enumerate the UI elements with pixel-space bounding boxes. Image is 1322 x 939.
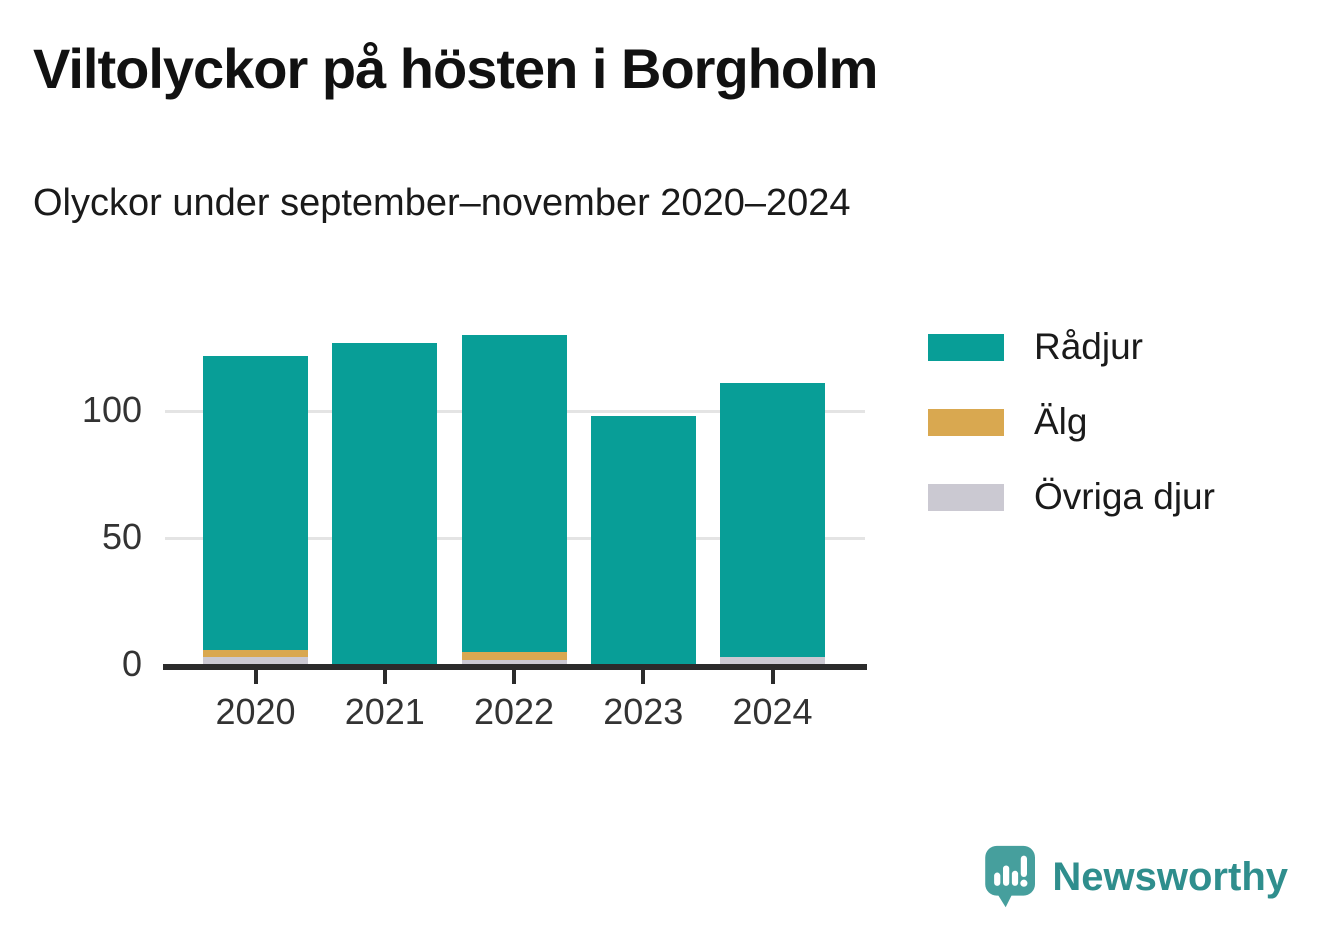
- x-axis-tick-label-2024: 2024: [732, 691, 813, 732]
- bar-2021: 2021: [332, 320, 438, 732]
- brand-name: Newsworthy: [1052, 854, 1288, 899]
- x-axis-line: [163, 664, 867, 670]
- bar-segment-2024-Övriga djur: [720, 657, 825, 665]
- bar-segment-2022-Rådjur: [461, 335, 567, 653]
- newsworthy-logo-icon: [985, 845, 1036, 908]
- legend-label-Rådjur: Rådjur: [1034, 326, 1143, 367]
- x-axis-tick-2023: [641, 670, 646, 684]
- x-axis-tick-label-2023: 2023: [603, 691, 684, 732]
- y-axis-tick-label-50: 50: [101, 516, 142, 558]
- legend-label-Älg: Älg: [1034, 401, 1088, 442]
- y-axis-tick-label-100: 100: [81, 389, 142, 431]
- bar-segment-2020-Älg: [203, 649, 308, 658]
- x-axis-tick-2020: [253, 670, 258, 684]
- bar-2022: 2022: [461, 320, 567, 732]
- bar-2020: 2020: [203, 320, 308, 732]
- bar-segment-2022-Älg: [461, 652, 567, 660]
- x-axis-tick-2024: [770, 670, 775, 684]
- x-axis-tick-2022: [512, 670, 516, 684]
- legend-item-Älg: Älg: [928, 401, 1215, 443]
- x-axis-tick-2021: [382, 670, 387, 684]
- bar-2024: 2024: [720, 320, 825, 732]
- x-axis-tick-label-2020: 2020: [215, 691, 296, 732]
- bar-segment-2023-Rådjur: [590, 416, 696, 665]
- bar-segment-2020-Övriga djur: [203, 657, 308, 665]
- x-axis-tick-label-2021: 2021: [344, 691, 425, 732]
- plot-area: 2020 2021 2022 2023 2024: [163, 320, 867, 732]
- legend-item-Rådjur: Rådjur: [928, 326, 1215, 368]
- brand-footer: Newsworthy: [984, 845, 1288, 909]
- legend: Rådjur Älg Övriga djur: [928, 326, 1215, 518]
- bars-container: 2020 2021 2022 2023 2024: [165, 320, 865, 732]
- chart-title: Viltolyckor på hösten i Borgholm: [33, 37, 878, 100]
- bar-2023: 2023: [590, 320, 696, 732]
- bar-segment-2022-Övriga djur: [461, 659, 567, 665]
- legend-swatch-Övriga djur: [928, 483, 1004, 511]
- bar-segment-2021-Rådjur: [332, 342, 438, 665]
- bar-segment-2020-Rådjur: [203, 355, 308, 650]
- y-axis-tick-label-0: 0: [121, 643, 142, 684]
- legend-label-Övriga djur: Övriga djur: [1034, 476, 1215, 517]
- legend-swatch-Rådjur: [928, 333, 1004, 361]
- bar-segment-2024-Rådjur: [720, 383, 825, 658]
- chart-subtitle: Olyckor under september–november 2020–20…: [33, 182, 851, 224]
- legend-item-Övriga djur: Övriga djur: [928, 476, 1215, 518]
- x-axis-tick-label-2022: 2022: [473, 691, 555, 732]
- legend-swatch-Älg: [928, 408, 1004, 436]
